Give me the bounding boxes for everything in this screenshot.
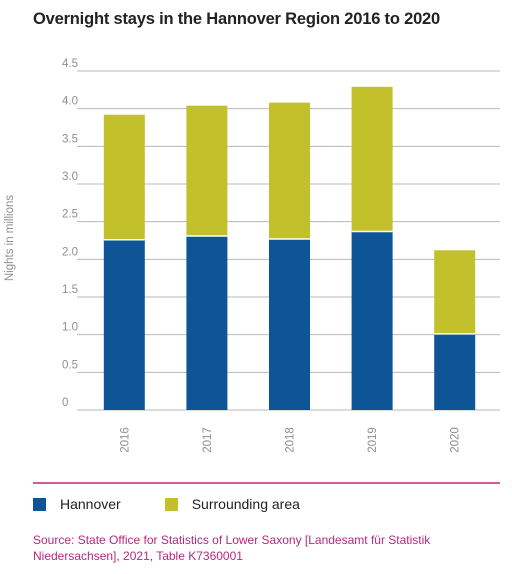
bar-hannover-2018 (269, 238, 310, 410)
y-tick-label: 2.5 (62, 209, 78, 221)
bars (103, 86, 476, 410)
y-tick-label: 0 (62, 397, 68, 409)
y-tick-label: 3.5 (62, 133, 78, 145)
legend-swatch-surrounding-area (164, 497, 178, 511)
y-tick-label: 3.0 (62, 171, 78, 183)
legend-label-surrounding-area: Surrounding area (191, 496, 300, 512)
x-tick-label-2016: 2016 (119, 427, 131, 453)
legend-item-surrounding-area: Surrounding area (164, 496, 300, 512)
y-tick-labels: 0 0.5 1.0 1.5 2.0 2.5 3.0 3.5 4.0 4.5 (62, 58, 78, 409)
x-tick-labels: 2016 2017 2018 2019 2020 (119, 427, 461, 453)
bar-surrounding-area-2016 (103, 114, 145, 240)
source-note: Source: State Office for Statistics of L… (33, 533, 431, 563)
x-tick-label-2020: 2020 (450, 427, 462, 453)
bar-surrounding-area-2017 (186, 105, 228, 236)
bar-hannover-2017 (186, 235, 228, 410)
y-tick-label: 0.5 (62, 359, 78, 371)
chart-title: Overnight stays in the Hannover Region 2… (33, 10, 441, 28)
legend-item-hannover: Hannover (33, 496, 121, 512)
y-tick-label: 4.5 (62, 58, 78, 70)
stacked-bar-chart: 00.51.01.52.02.53.03.54.04.5 2016 2017 201… (4, 58, 500, 484)
y-tick-label: 1.5 (62, 284, 78, 296)
x-tick-label-2019: 2019 (367, 427, 379, 453)
y-axis-label: Nights in millions (4, 195, 16, 282)
x-tick-label-2018: 2018 (285, 427, 297, 453)
bar-surrounding-area-2020 (434, 250, 476, 334)
bar-surrounding-area-2018 (269, 102, 310, 239)
legend-label-hannover: Hannover (60, 496, 121, 512)
bar-hannover-2016 (103, 239, 145, 410)
bar-surrounding-area-2019 (351, 86, 393, 232)
legend: Hannover Surrounding area (33, 496, 344, 512)
y-tick-label: 1.0 (62, 322, 78, 334)
bar-hannover-2020 (434, 333, 476, 410)
legend-swatch-hannover (33, 497, 46, 511)
x-tick-label-2017: 2017 (202, 427, 214, 453)
y-tick-label: 4.0 (62, 96, 78, 108)
y-tick-label: 2.0 (62, 246, 78, 258)
bar-hannover-2019 (351, 231, 393, 410)
